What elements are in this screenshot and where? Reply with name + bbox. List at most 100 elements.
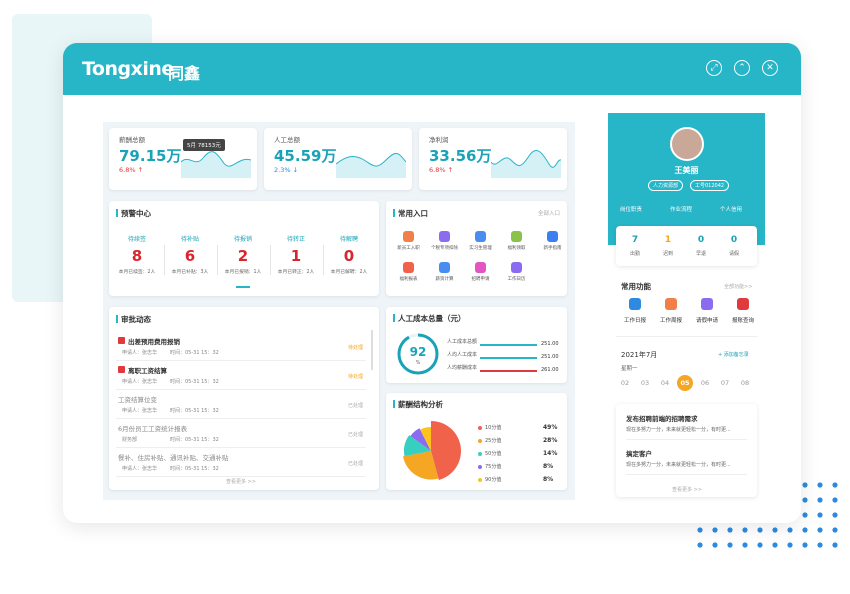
alert-note: 本月已解聘：2人 [330, 270, 368, 275]
alert-note: 本月已报销：1人 [224, 270, 262, 275]
legend-label: 50分值 [485, 451, 502, 457]
stat-label: 早退 [695, 251, 706, 257]
title-bar-accent [393, 209, 395, 217]
cost-bar [480, 344, 537, 346]
title-bar [63, 43, 801, 95]
shortcut-label[interactable]: 工作日历 [507, 277, 526, 282]
shortcut-label[interactable]: 薪资计算 [435, 277, 454, 282]
approval-title[interactable]: 出差预用费用报销 [128, 338, 180, 346]
approval-title[interactable]: 工资结算位变 [118, 396, 157, 404]
close-button[interactable]: ✕ [762, 60, 778, 76]
approval-title[interactable]: 餐补、住房补贴、通讯补贴、交通补贴 [118, 454, 229, 462]
sparkline-area [491, 150, 561, 178]
user-name: 王美丽 [674, 166, 699, 175]
date[interactable]: 04 [660, 379, 670, 387]
shortcut-icon[interactable] [439, 231, 450, 242]
divider [116, 389, 366, 390]
shortcut-icon[interactable] [475, 262, 486, 273]
more-link[interactable]: 全部入口 [538, 211, 561, 217]
profile-link[interactable]: 岗位职责 [620, 207, 643, 213]
stat-value: 0 [697, 235, 705, 245]
function-icon[interactable] [665, 298, 677, 310]
legend-label: 90分值 [485, 477, 502, 483]
brand: Tongxine [82, 58, 174, 80]
sparkline-area [181, 151, 251, 178]
legend-value: 14% [543, 450, 558, 457]
more-link[interactable]: 全部功能>> [724, 284, 753, 290]
kpi-value: 33.56万 [429, 147, 492, 165]
legend-dot [478, 478, 482, 482]
date[interactable]: 02 [620, 379, 630, 387]
profile-link[interactable]: 个人信用 [720, 207, 743, 213]
divider [116, 360, 366, 361]
alerts-card [109, 201, 379, 296]
legend-label: 75分值 [485, 464, 502, 470]
function-label[interactable]: 工作日报 [623, 318, 646, 324]
shortcut-icon[interactable] [403, 231, 414, 242]
cost-label: 人均薪酬成本 [447, 365, 478, 371]
function-icon[interactable] [737, 298, 749, 310]
shortcut-icon[interactable] [511, 231, 522, 242]
cost-label: 人均人工成本 [447, 352, 478, 358]
divider [217, 245, 218, 275]
stat-label: 迟到 [662, 251, 673, 257]
stat-label: 请假 [728, 251, 739, 257]
shortcut-icon[interactable] [403, 262, 414, 273]
approval-applicant: 财务部 [122, 437, 138, 443]
shortcut-label[interactable]: 实习生管理 [469, 246, 492, 251]
shortcut-label[interactable]: 新员工入职 [397, 246, 420, 251]
approval-title[interactable]: 6月份员工工资统计报表 [118, 425, 188, 433]
alert-label: 待解聘 [339, 236, 358, 243]
brand-cn: 同鑫 [168, 64, 201, 83]
divider [116, 447, 366, 448]
shortcut-label[interactable]: 招聘申请 [471, 277, 490, 282]
section-title: 薪酬结构分析 [398, 400, 443, 409]
function-label[interactable]: 报账查询 [731, 318, 754, 324]
date[interactable]: 08 [740, 379, 750, 387]
shortcut-label[interactable]: 福利领取 [507, 246, 526, 251]
alert-note: 本月已补贴：3人 [171, 270, 209, 275]
cost-bar [480, 357, 537, 359]
stat-value: 7 [631, 235, 639, 245]
kpi-change: 6.8% ↑ [119, 166, 144, 174]
profile-link[interactable]: 作业流程 [670, 207, 693, 213]
kpi-change: 2.3% ↓ [274, 166, 299, 174]
shortcut-icon[interactable] [475, 231, 486, 242]
approval-title[interactable]: 离职工资结算 [128, 367, 167, 375]
more-link[interactable]: 查看更多 >> [226, 479, 256, 485]
date[interactable]: 06 [700, 379, 710, 387]
gauge [397, 333, 439, 375]
function-icon[interactable] [701, 298, 713, 310]
kpi-label: 人工总额 [274, 136, 300, 144]
shortcut-icon[interactable] [547, 231, 558, 242]
expand-button[interactable]: ⤢ [706, 60, 722, 76]
sparkline [336, 153, 406, 178]
alert-count: 8 [131, 247, 143, 265]
shortcut-icon[interactable] [439, 262, 450, 273]
shortcut-label[interactable]: 个税专项扣除 [431, 246, 458, 251]
approval-applicant: 申请人：张志华 [122, 379, 158, 385]
shortcut-label[interactable]: 新手指南 [543, 246, 562, 251]
shortcut-label[interactable]: 福利报表 [399, 277, 418, 282]
sparkline-line [491, 150, 561, 168]
more-link[interactable]: 查看更多 >> [672, 487, 702, 493]
function-label[interactable]: 请假申请 [695, 318, 718, 324]
alert-note: 本月已续签：2人 [118, 270, 156, 275]
functions-title: 常用功能 [621, 282, 651, 291]
date[interactable]: 03 [640, 379, 650, 387]
approval-time: 时间：05-31 15：32 [170, 379, 219, 385]
function-icon[interactable] [629, 298, 641, 310]
legend-label: 10分值 [485, 425, 502, 431]
function-label[interactable]: 工作周报 [659, 318, 682, 324]
collapse-button[interactable]: ⌃ [734, 60, 750, 76]
shortcut-icon[interactable] [511, 262, 522, 273]
chart-tooltip: 5月 78153元 [183, 139, 225, 151]
pie-slice [431, 421, 461, 480]
add-memo[interactable]: + 添加备忘录 [718, 352, 749, 358]
date[interactable]: 05 [677, 375, 693, 391]
divider [626, 474, 747, 475]
sparkline [181, 151, 251, 178]
dept-tag: 人力资源部 [648, 180, 684, 191]
date[interactable]: 07 [720, 379, 730, 387]
